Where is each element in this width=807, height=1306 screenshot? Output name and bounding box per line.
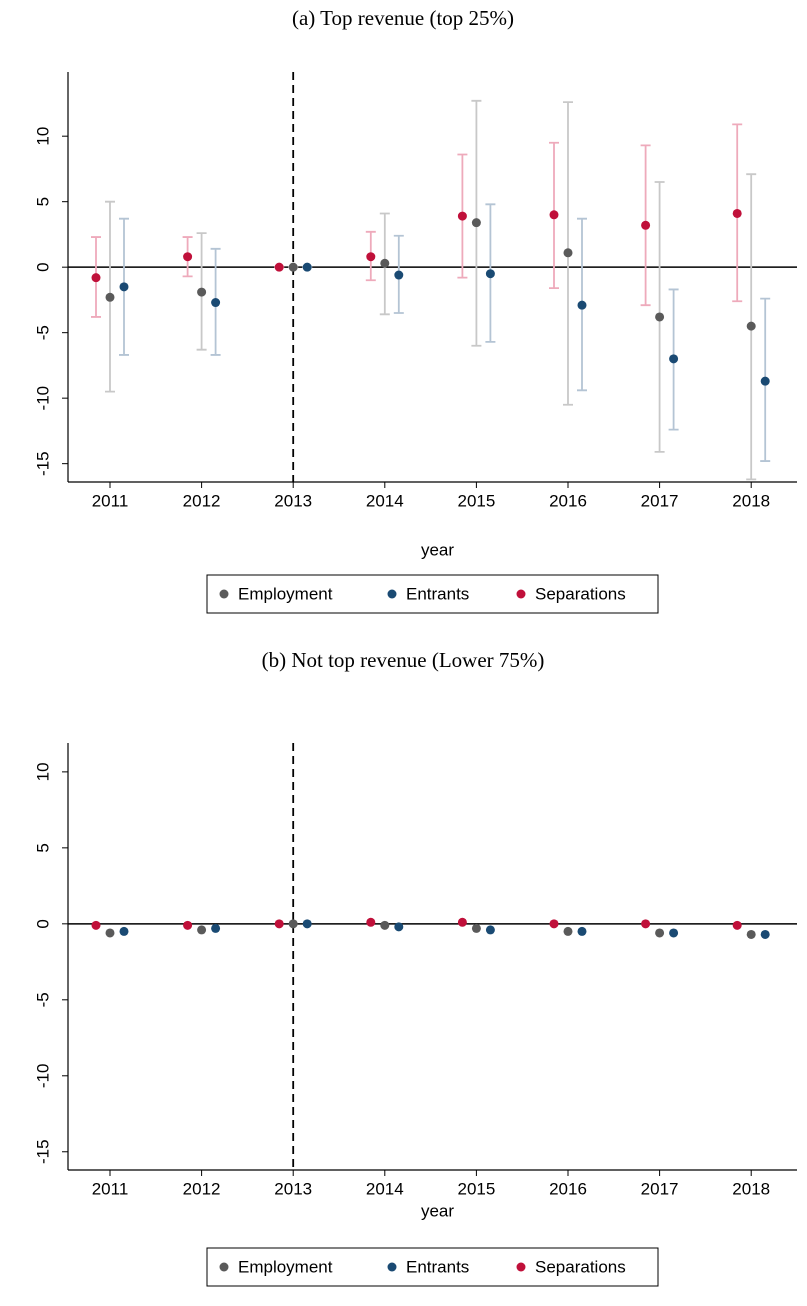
point — [563, 248, 573, 258]
point — [302, 262, 312, 272]
point — [380, 920, 390, 930]
legend-label: Separations — [535, 1257, 626, 1276]
x-axis-label: year — [421, 1201, 454, 1220]
y-tick-label: 0 — [33, 262, 52, 271]
point — [394, 922, 404, 932]
point — [732, 920, 742, 930]
point — [288, 262, 298, 272]
point — [669, 354, 679, 364]
y-tick-label: -15 — [33, 451, 52, 476]
point — [274, 262, 284, 272]
y-tick-label: 10 — [33, 127, 52, 146]
x-tick-label: 2011 — [92, 491, 129, 510]
x-tick-label: 2011 — [92, 1179, 129, 1198]
x-tick-label: 2013 — [274, 491, 312, 510]
y-tick-label: 0 — [33, 919, 52, 928]
point — [760, 376, 770, 386]
y-tick-label: 10 — [33, 762, 52, 781]
point — [380, 258, 390, 268]
legend-label: Employment — [238, 584, 333, 603]
point — [471, 218, 481, 228]
point — [457, 917, 467, 927]
point — [394, 270, 404, 280]
legend-box — [206, 1247, 659, 1287]
y-tick-label: -5 — [33, 325, 52, 340]
point — [302, 919, 312, 929]
legend-label: Separations — [535, 584, 626, 603]
y-tick-label: -10 — [33, 386, 52, 411]
x-tick-label: 2016 — [549, 491, 587, 510]
legend-box — [206, 574, 659, 614]
legend-marker — [387, 589, 397, 599]
point — [655, 928, 665, 938]
y-tick-label: 5 — [33, 197, 52, 206]
y-tick-label: -5 — [33, 992, 52, 1007]
legend-label: Entrants — [406, 584, 469, 603]
x-tick-label: 2012 — [183, 1179, 221, 1198]
point — [760, 929, 770, 939]
x-tick-label: 2017 — [641, 491, 679, 510]
chart-title: (a) Top revenue (top 25%) — [292, 6, 514, 30]
x-tick-label: 2014 — [366, 1179, 404, 1198]
x-tick-label: 2015 — [457, 1179, 495, 1198]
point — [485, 269, 495, 279]
point — [549, 919, 559, 929]
x-tick-label: 2017 — [641, 1179, 679, 1198]
point — [211, 298, 221, 308]
legend-marker — [516, 1262, 526, 1272]
point — [655, 312, 665, 322]
point — [274, 919, 284, 929]
point — [577, 926, 587, 936]
point — [119, 926, 129, 936]
x-tick-label: 2018 — [732, 1179, 770, 1198]
point — [746, 929, 756, 939]
chart-title: (b) Not top revenue (Lower 75%) — [262, 648, 545, 672]
point — [563, 926, 573, 936]
point — [485, 925, 495, 935]
point — [641, 220, 651, 230]
point — [746, 321, 756, 331]
y-tick-label: -10 — [33, 1063, 52, 1088]
x-tick-label: 2018 — [732, 491, 770, 510]
legend-marker — [219, 589, 229, 599]
point — [366, 917, 376, 927]
point — [105, 928, 115, 938]
y-tick-label: 5 — [33, 843, 52, 852]
point — [471, 923, 481, 933]
x-tick-label: 2016 — [549, 1179, 587, 1198]
point — [577, 300, 587, 310]
point — [119, 282, 129, 292]
point — [366, 252, 376, 262]
point — [211, 923, 221, 933]
x-tick-label: 2012 — [183, 491, 221, 510]
point — [669, 928, 679, 938]
point — [457, 211, 467, 221]
point — [549, 210, 559, 220]
legend-marker — [387, 1262, 397, 1272]
y-tick-label: -15 — [33, 1139, 52, 1164]
x-tick-label: 2014 — [366, 491, 404, 510]
point — [91, 273, 101, 283]
point — [105, 292, 115, 302]
legend-marker — [219, 1262, 229, 1272]
x-tick-label: 2015 — [457, 491, 495, 510]
point — [641, 919, 651, 929]
point — [91, 920, 101, 930]
legend-label: Entrants — [406, 1257, 469, 1276]
point — [183, 920, 193, 930]
point — [197, 925, 207, 935]
x-axis-label: year — [421, 540, 454, 559]
x-tick-label: 2013 — [274, 1179, 312, 1198]
point — [288, 919, 298, 929]
point — [732, 208, 742, 218]
point — [197, 287, 207, 297]
legend-label: Employment — [238, 1257, 333, 1276]
point — [183, 252, 193, 262]
legend-marker — [516, 589, 526, 599]
